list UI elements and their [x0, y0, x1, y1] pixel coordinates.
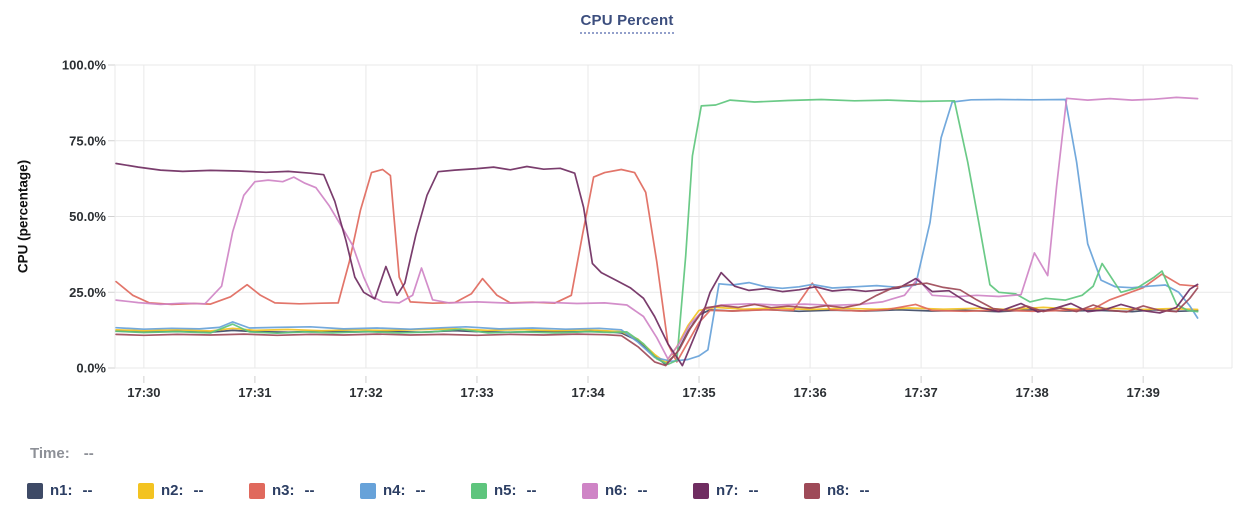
legend-item-n1[interactable]: n1: --: [27, 482, 123, 499]
x-tick-label: 17:37: [904, 385, 937, 400]
cpu-chart-canvas[interactable]: 0.0% 25.0% 50.0% 75.0% 100.0% 17:30 17:31 17:32…: [0, 0, 1254, 435]
legend-value-n3: --: [304, 482, 315, 499]
legend-swatch-n5: [471, 482, 487, 499]
legend-swatch-n8: [804, 482, 820, 499]
legend-item-n6[interactable]: n6: --: [582, 482, 678, 499]
legend-swatch-n4: [360, 482, 376, 499]
x-tick-label: 17:35: [682, 385, 715, 400]
legend-swatch-n1: [27, 482, 43, 499]
legend-label-n7: n7:: [716, 482, 739, 499]
legend-swatch-n3: [249, 482, 265, 499]
x-tick-label: 17:39: [1127, 385, 1160, 400]
legend-item-n2[interactable]: n2: --: [138, 482, 234, 499]
legend-item-n4[interactable]: n4: --: [360, 482, 456, 499]
legend-value-n8: --: [859, 482, 870, 499]
legend-value-n1: --: [82, 482, 93, 499]
x-tick-label: 17:33: [460, 385, 493, 400]
chart-legend: n1: -- n2: -- n3: -- n4: -- n5: -- n6: -- n7: -- n8: --: [27, 482, 900, 499]
legend-swatch-n7: [693, 482, 709, 499]
chart-title-wrap: CPU Percent: [0, 12, 1254, 34]
legend-item-n5[interactable]: n5: --: [471, 482, 567, 499]
legend-value-n7: --: [748, 482, 759, 499]
x-tick-label: 17:36: [793, 385, 826, 400]
legend-value-n6: --: [637, 482, 648, 499]
y-tick-label: 75.0%: [69, 133, 106, 148]
chart-title[interactable]: CPU Percent: [580, 12, 674, 34]
x-tick-label: 17:32: [349, 385, 382, 400]
legend-swatch-n2: [138, 482, 154, 499]
legend-label-n1: n1:: [50, 482, 73, 499]
legend-label-n2: n2:: [161, 482, 184, 499]
legend-label-n5: n5:: [494, 482, 517, 499]
y-tick-label: 100.0%: [62, 58, 107, 73]
series-line-n8: [115, 282, 1199, 367]
series-line-n5: [115, 98, 1199, 366]
legend-item-n8[interactable]: n8: --: [804, 482, 900, 499]
series-line-n7: [115, 162, 1199, 367]
y-tick-label: 0.0%: [76, 361, 106, 376]
y-tick-label: 25.0%: [69, 285, 106, 300]
x-tick-label: 17:38: [1016, 385, 1049, 400]
time-readout: Time: --: [30, 445, 94, 462]
legend-item-n3[interactable]: n3: --: [249, 482, 345, 499]
legend-swatch-n6: [582, 482, 598, 499]
time-readout-value: --: [83, 445, 94, 462]
legend-value-n5: --: [526, 482, 537, 499]
x-tick-label: 17:30: [127, 385, 160, 400]
legend-label-n8: n8:: [827, 482, 850, 499]
y-axis-title: CPU (percentage): [15, 159, 31, 274]
legend-label-n6: n6:: [605, 482, 628, 499]
legend-value-n2: --: [193, 482, 204, 499]
time-readout-label: Time:: [30, 445, 70, 462]
legend-item-n7[interactable]: n7: --: [693, 482, 789, 499]
y-tick-label: 50.0%: [69, 209, 106, 224]
series-line-n3: [115, 168, 1199, 363]
legend-label-n3: n3:: [272, 482, 295, 499]
legend-label-n4: n4:: [383, 482, 406, 499]
x-tick-label: 17:34: [571, 385, 605, 400]
series-line-n4: [115, 98, 1199, 363]
x-tick-label: 17:31: [238, 385, 271, 400]
legend-value-n4: --: [415, 482, 426, 499]
series-line-n6: [115, 96, 1199, 360]
